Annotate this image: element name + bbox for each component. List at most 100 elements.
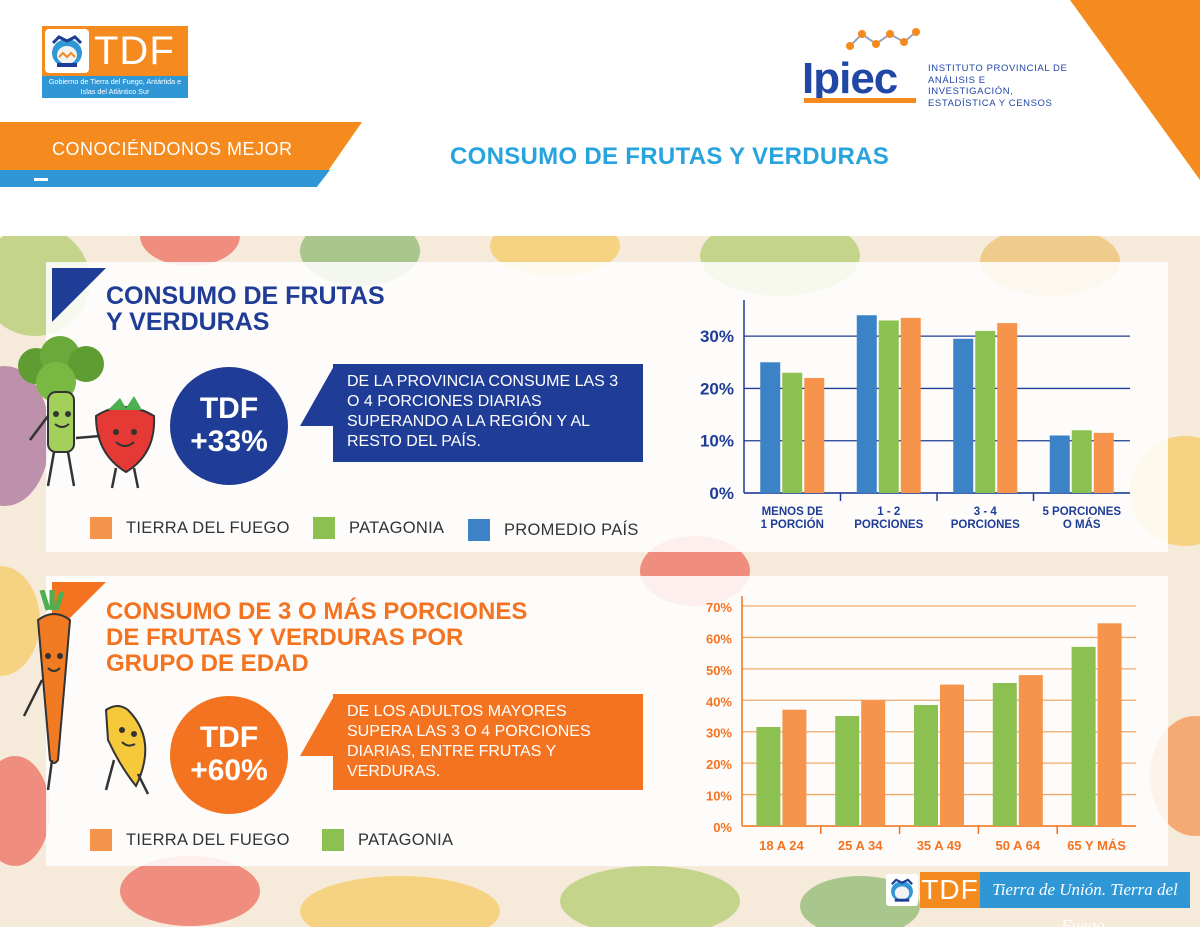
legend-label: TIERRA DEL FUEGO — [126, 830, 290, 849]
legend-item-patagonia: PATAGONIA — [322, 829, 453, 851]
page-title: CONSUMO DE FRUTAS Y VERDURAS — [450, 143, 890, 170]
callout-pointer — [300, 696, 334, 756]
tdf-logo-text: TDF — [94, 29, 175, 73]
title-line: Y VERDURAS — [106, 308, 270, 336]
bar — [756, 727, 781, 826]
panel-title: CONSUMO DE FRUTAS Y VERDURAS — [106, 283, 385, 335]
x-tick-label: 25 A 34 — [838, 838, 883, 853]
legend-label: PROMEDIO PAÍS — [504, 520, 639, 539]
bar — [861, 700, 886, 826]
footer-logo: TDF Tierra de Unión. Tierra del Fuego. — [884, 872, 1190, 935]
legend-swatch — [90, 517, 112, 539]
banana-icon — [104, 705, 150, 795]
bar — [1049, 435, 1070, 493]
broccoli-strawberry-illustration — [18, 336, 156, 489]
network-icon — [846, 28, 920, 50]
title-line: GRUPO DE EDAD — [106, 650, 309, 677]
tdf-logo-subtitle: Gobierno de Tierra del Fuego, Antártida … — [42, 76, 188, 98]
section-band — [0, 122, 362, 174]
y-tick-label: 0% — [713, 820, 732, 835]
highlight-value: +33% — [190, 425, 268, 458]
y-tick-label: 70% — [706, 600, 732, 615]
legend-item-patagonia: PATAGONIA — [313, 517, 444, 539]
institute-line: ANÁLISIS E INVESTIGACIÓN, — [928, 74, 1014, 98]
x-tick-label: 50 A 64 — [996, 838, 1041, 853]
cucumber-shape — [560, 866, 740, 927]
callout-text: DE LA PROVINCIA CONSUME LAS 3 O 4 PORCIO… — [333, 364, 643, 462]
ipiec-underline — [804, 98, 916, 103]
x-tick-label: PORCIONES — [854, 519, 923, 531]
y-tick-label: 20% — [700, 379, 734, 398]
footer-logo-text: TDF — [920, 872, 980, 908]
highlight-label: TDF — [199, 392, 259, 425]
x-tick-label: MENOS DE — [762, 506, 824, 518]
carrot-icon — [22, 590, 72, 791]
panel-corner-marker — [52, 268, 106, 322]
legend-label: PATAGONIA — [358, 830, 454, 849]
bar — [992, 683, 1017, 826]
bar — [835, 716, 860, 826]
legend-item-tierra-del-fuego: TIERRA DEL FUEGO — [90, 829, 290, 851]
institute-line: INSTITUTO PROVINCIAL DE — [928, 63, 1068, 74]
bar — [900, 317, 921, 493]
y-tick-label: 40% — [706, 694, 732, 709]
bar — [1071, 430, 1092, 493]
strawberry-icon — [75, 396, 156, 489]
x-tick-label: 18 A 24 — [759, 838, 804, 853]
bar — [782, 709, 807, 826]
highlight-value: +60% — [190, 754, 268, 787]
y-tick-label: 0% — [709, 484, 734, 503]
bar — [1018, 675, 1043, 826]
callout-text: DE LOS ADULTOS MAYORES SUPERA LAS 3 O 4 … — [333, 694, 643, 790]
bar — [804, 377, 825, 493]
bar — [1093, 432, 1114, 493]
broccoli-icon — [18, 336, 104, 487]
bar — [953, 338, 974, 493]
bar — [782, 372, 803, 493]
legend-swatch — [468, 519, 490, 541]
seal-icon — [886, 874, 918, 906]
bar — [878, 320, 899, 493]
seal-icon — [45, 29, 89, 73]
bar — [856, 315, 877, 493]
x-tick-label: 5 PORCIONES — [1042, 506, 1121, 518]
y-tick-label: 10% — [700, 432, 734, 451]
y-tick-label: 10% — [706, 789, 732, 804]
ipiec-logo-text: Ipiec — [802, 54, 898, 103]
banana-shape — [300, 876, 500, 927]
bar — [940, 684, 964, 826]
ipiec-institute-name: INSTITUTO PROVINCIAL DE ANÁLISIS E INVES… — [928, 63, 1070, 109]
x-tick-label: 1 - 2 — [877, 506, 900, 518]
bar — [760, 362, 781, 493]
bar — [975, 330, 996, 493]
x-tick-label: 3 - 4 — [974, 506, 998, 518]
callout-pointer — [300, 366, 334, 426]
band-dash — [34, 178, 48, 181]
section-label: CONOCIÉNDONOS MEJOR — [52, 139, 293, 159]
legend-swatch — [313, 517, 335, 539]
legend-label: PATAGONIA — [349, 518, 445, 537]
tdf-logo: TDF Gobierno de Tierra del Fuego, Antárt… — [42, 26, 188, 98]
x-tick-label: 65 Y MÁS — [1067, 838, 1126, 853]
carrot-banana-illustration — [22, 590, 150, 795]
institute-line: ESTADÍSTICA Y CENSOS — [928, 97, 1053, 109]
x-tick-label: 35 A 49 — [917, 838, 962, 853]
bar — [997, 323, 1018, 493]
highlight-label: TDF — [199, 721, 259, 754]
y-tick-label: 30% — [706, 726, 732, 741]
highlight-circle: TDF +33% — [170, 367, 288, 485]
legend-item-promedio-pais: PROMEDIO PAÍS — [468, 519, 639, 541]
watermelon-shape — [120, 856, 260, 926]
title-line: DE FRUTAS Y VERDURAS POR — [106, 624, 464, 651]
footer-slogan: Tierra de Unión. Tierra del Fuego. — [980, 872, 1190, 935]
title-line: CONSUMO DE 3 O MÁS PORCIONES — [106, 598, 528, 625]
bar — [1071, 646, 1096, 826]
x-tick-label: O MÁS — [1063, 518, 1101, 531]
bar — [914, 705, 938, 826]
y-tick-label: 30% — [700, 327, 734, 346]
highlight-circle: TDF +60% — [170, 696, 288, 814]
ipiec-logo: Ipiec INSTITUTO PROVINCIAL DE ANÁLISIS E… — [800, 26, 1070, 109]
corner-decoration — [1070, 0, 1200, 180]
legend-swatch — [90, 829, 112, 851]
y-tick-label: 50% — [706, 663, 732, 678]
